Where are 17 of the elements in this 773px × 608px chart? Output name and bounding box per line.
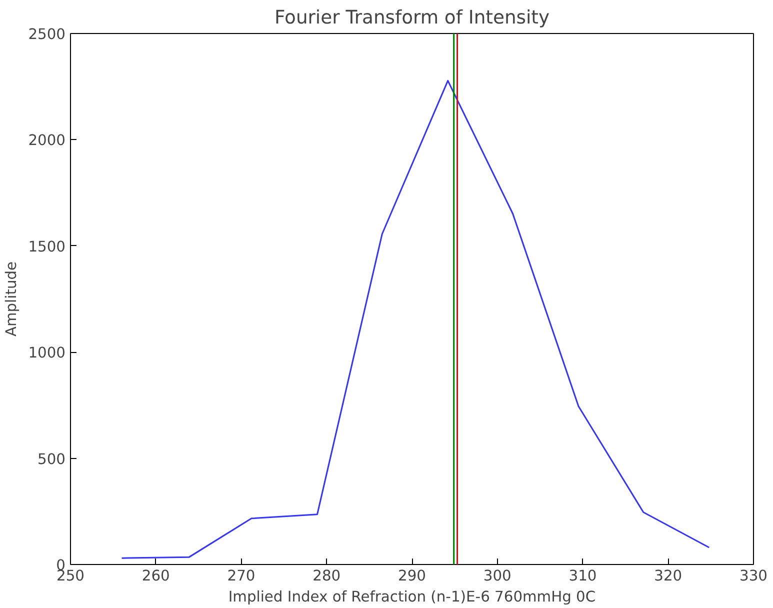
x-tick-label: 300 xyxy=(483,568,512,584)
x-axis-title: Implied Index of Refraction (n-1)E-6 760mmHg 0C xyxy=(228,588,596,606)
x-tick-label: 280 xyxy=(312,568,341,584)
x-tick-label: 270 xyxy=(227,568,256,584)
x-tick-label: 310 xyxy=(568,568,597,584)
y-tick-label: 500 xyxy=(38,450,66,468)
y-axis-title: Amplitude xyxy=(3,261,20,337)
line-series xyxy=(120,80,710,559)
x-tick-label: 260 xyxy=(142,568,170,584)
x-tick-label: 320 xyxy=(654,568,682,584)
y-tick-label: 2500 xyxy=(28,26,66,43)
y-tick-label: 2000 xyxy=(28,132,66,150)
chart-title: Fourier Transform of Intensity xyxy=(274,8,550,28)
x-tick-label: 330 xyxy=(740,568,768,584)
x-tick-label: 290 xyxy=(398,568,426,584)
y-tick-label: 1000 xyxy=(28,344,66,362)
y-tick-label: 1500 xyxy=(28,238,66,256)
